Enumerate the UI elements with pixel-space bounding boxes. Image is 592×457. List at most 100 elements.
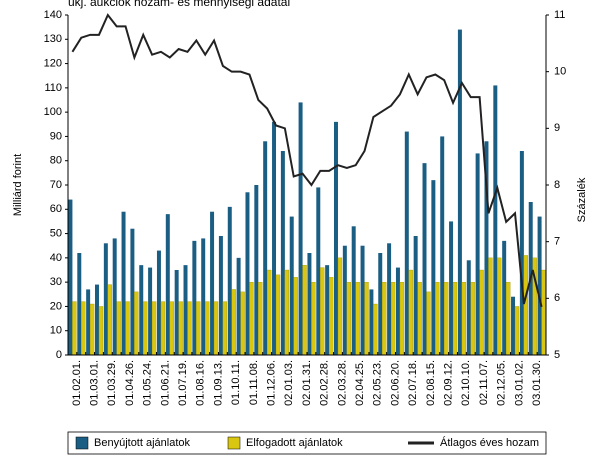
bar [169,301,174,356]
bar [240,291,245,356]
x-tick-label: 01.09.13. [212,360,224,406]
bar [484,141,489,355]
bar [444,281,449,356]
legend-box [67,431,547,455]
bar [479,269,484,356]
y-tick-label: 30 [50,276,62,288]
bar [298,102,303,355]
bar [156,250,161,355]
bar [475,153,480,355]
bar [378,253,383,355]
bar [263,141,268,355]
x-tick-label: 01.10.11. [230,360,242,405]
y2-tick-label: 11 [554,9,565,21]
bar [236,257,241,355]
bar [470,281,475,356]
bar [280,151,285,355]
y2-tick-label: 10 [554,66,566,78]
bar [461,281,467,356]
y2-tick-label: 8 [554,179,560,191]
x-tick-label: 03.01.02. [513,360,525,406]
bar [201,238,206,355]
bar [506,281,511,356]
bar [413,236,418,355]
x-tick-label: 02.09.12. [443,360,455,406]
bar [249,281,254,356]
x-tick-label: 01.02.01. [71,360,83,406]
bar [364,281,369,356]
bar [325,265,330,355]
bar [160,301,166,356]
bar [116,301,121,356]
x-tick-label: 02.04.25. [354,360,366,406]
bar [227,206,232,355]
legend-swatch [75,436,89,450]
y-tick-label: 70 [50,179,62,191]
bar [502,240,507,355]
bar [395,267,400,355]
bar [514,306,520,356]
x-tick-label: 01.11.08. [248,360,260,405]
bar [519,151,524,355]
bar [360,245,365,355]
bar [151,301,157,356]
y-tick-label: 40 [50,252,62,264]
y2-tick-label: 7 [554,236,560,248]
y2-tick-label: 6 [554,292,560,304]
bar [537,216,542,355]
bar [125,301,130,356]
bar [435,281,440,356]
bar [284,269,290,356]
bar [541,269,546,356]
x-tick-label: 01.04.26. [124,360,136,406]
bar [275,274,281,356]
y-tick-label: 120 [44,57,62,69]
x-tick-label: 01.08.16. [195,360,207,406]
bar [452,281,458,356]
bar [511,296,516,355]
bar [231,289,236,356]
bar [258,281,263,356]
bar [89,303,95,356]
bar [493,85,498,355]
bar [497,257,502,356]
bar [272,121,277,355]
x-tick-label: 02.06.20. [389,360,401,406]
bar [174,270,179,355]
bar [449,221,454,355]
bar [382,281,387,356]
bar [351,226,356,355]
bar [369,289,374,355]
y-tick-label: 100 [44,106,62,118]
y-tick-label: 20 [50,300,62,312]
x-tick-label: 01.03.29. [106,360,118,406]
x-tick-label: 02.02.28. [319,360,331,406]
y-tick-label: 90 [50,130,62,142]
x-tick-label: 02.12.05. [496,360,508,406]
legend-label: Elfogadott ajánlatok [246,437,343,449]
bar [417,281,422,356]
bar [404,131,409,355]
bar [328,277,334,356]
x-tick-label: 02.03.28. [336,360,348,406]
bar [72,301,77,356]
bar [196,301,201,356]
bar [98,306,104,356]
bar [267,269,272,356]
bar [387,243,392,355]
y-tick-label: 140 [44,9,62,21]
bar [213,301,219,356]
y-tick-label: 10 [50,325,62,337]
x-tick-label: 02.07.18. [407,360,419,406]
y-tick-label: 60 [50,203,62,215]
x-tick-label: 02.10.10. [460,360,472,406]
bar [390,281,396,356]
bar [311,281,316,356]
bar [81,301,86,356]
y-tick-label: 0 [56,349,62,361]
bar [165,214,170,355]
legend-label: Benyújtott ajánlatok [94,437,191,449]
bar [302,264,307,356]
bar [399,281,405,356]
